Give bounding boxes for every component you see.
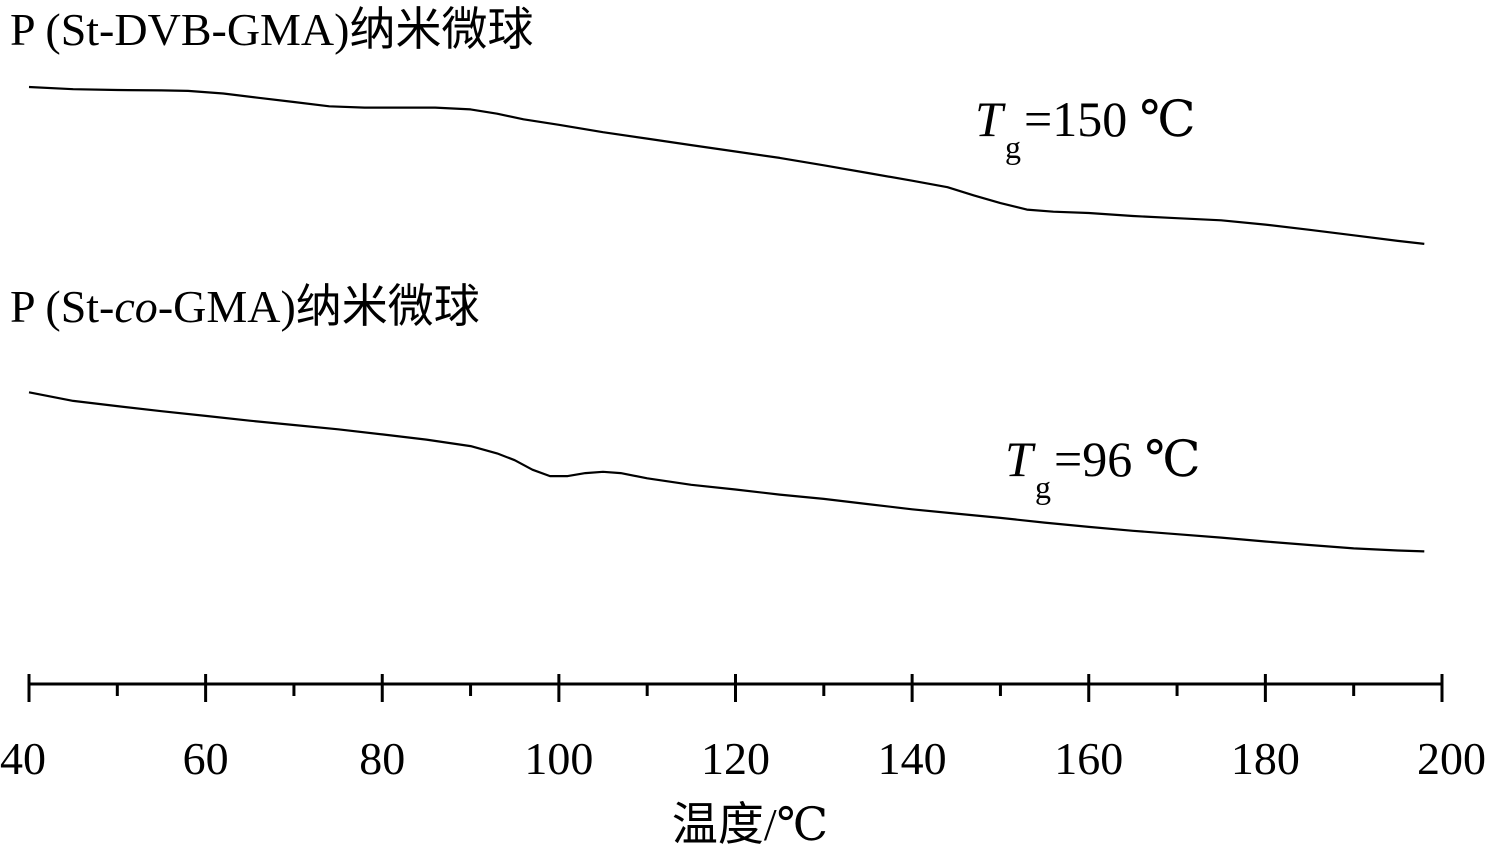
x-tick-label: 180 [1231, 733, 1300, 784]
series-1-tg-value: =150 ℃ [1024, 91, 1196, 147]
series-1-title: P (St-DVB-GMA)纳米微球 [10, 4, 533, 55]
series-2-title-part-3: -GMA)纳米微球 [158, 281, 480, 332]
series-2-tg-annotation: T g =96 ℃ [1005, 431, 1201, 505]
x-tick-label: 160 [1054, 733, 1123, 784]
series-2-title-part-1: P (St- [10, 281, 114, 332]
x-tick-label: 120 [701, 733, 770, 784]
series-2-tg-symbol: T [1005, 431, 1036, 487]
x-tick-label: 200 [1417, 733, 1486, 784]
series-2-tg-subscript: g [1035, 469, 1051, 505]
x-tick-label: 80 [359, 733, 405, 784]
series-2-line [28, 391, 1425, 553]
x-tick-label: 140 [878, 733, 947, 784]
series-1-line [28, 85, 1425, 245]
series-2-title-part-2: co [114, 281, 157, 332]
series-1-tg-annotation: T g =150 ℃ [975, 91, 1196, 165]
series-1-tg-subscript: g [1005, 129, 1021, 165]
x-tick-label: 40 [0, 733, 46, 784]
x-axis: 40 60 80 100 120 140 160 180 200 [0, 674, 1486, 784]
x-tick-label: 100 [524, 733, 593, 784]
series-2-tg-value: =96 ℃ [1054, 431, 1201, 487]
x-tick-label: 60 [183, 733, 229, 784]
series-2-title: P (St-co-GMA)纳米微球 [10, 281, 480, 332]
series-1-tg-symbol: T [975, 91, 1006, 147]
x-axis-label: 温度/℃ [672, 799, 828, 849]
